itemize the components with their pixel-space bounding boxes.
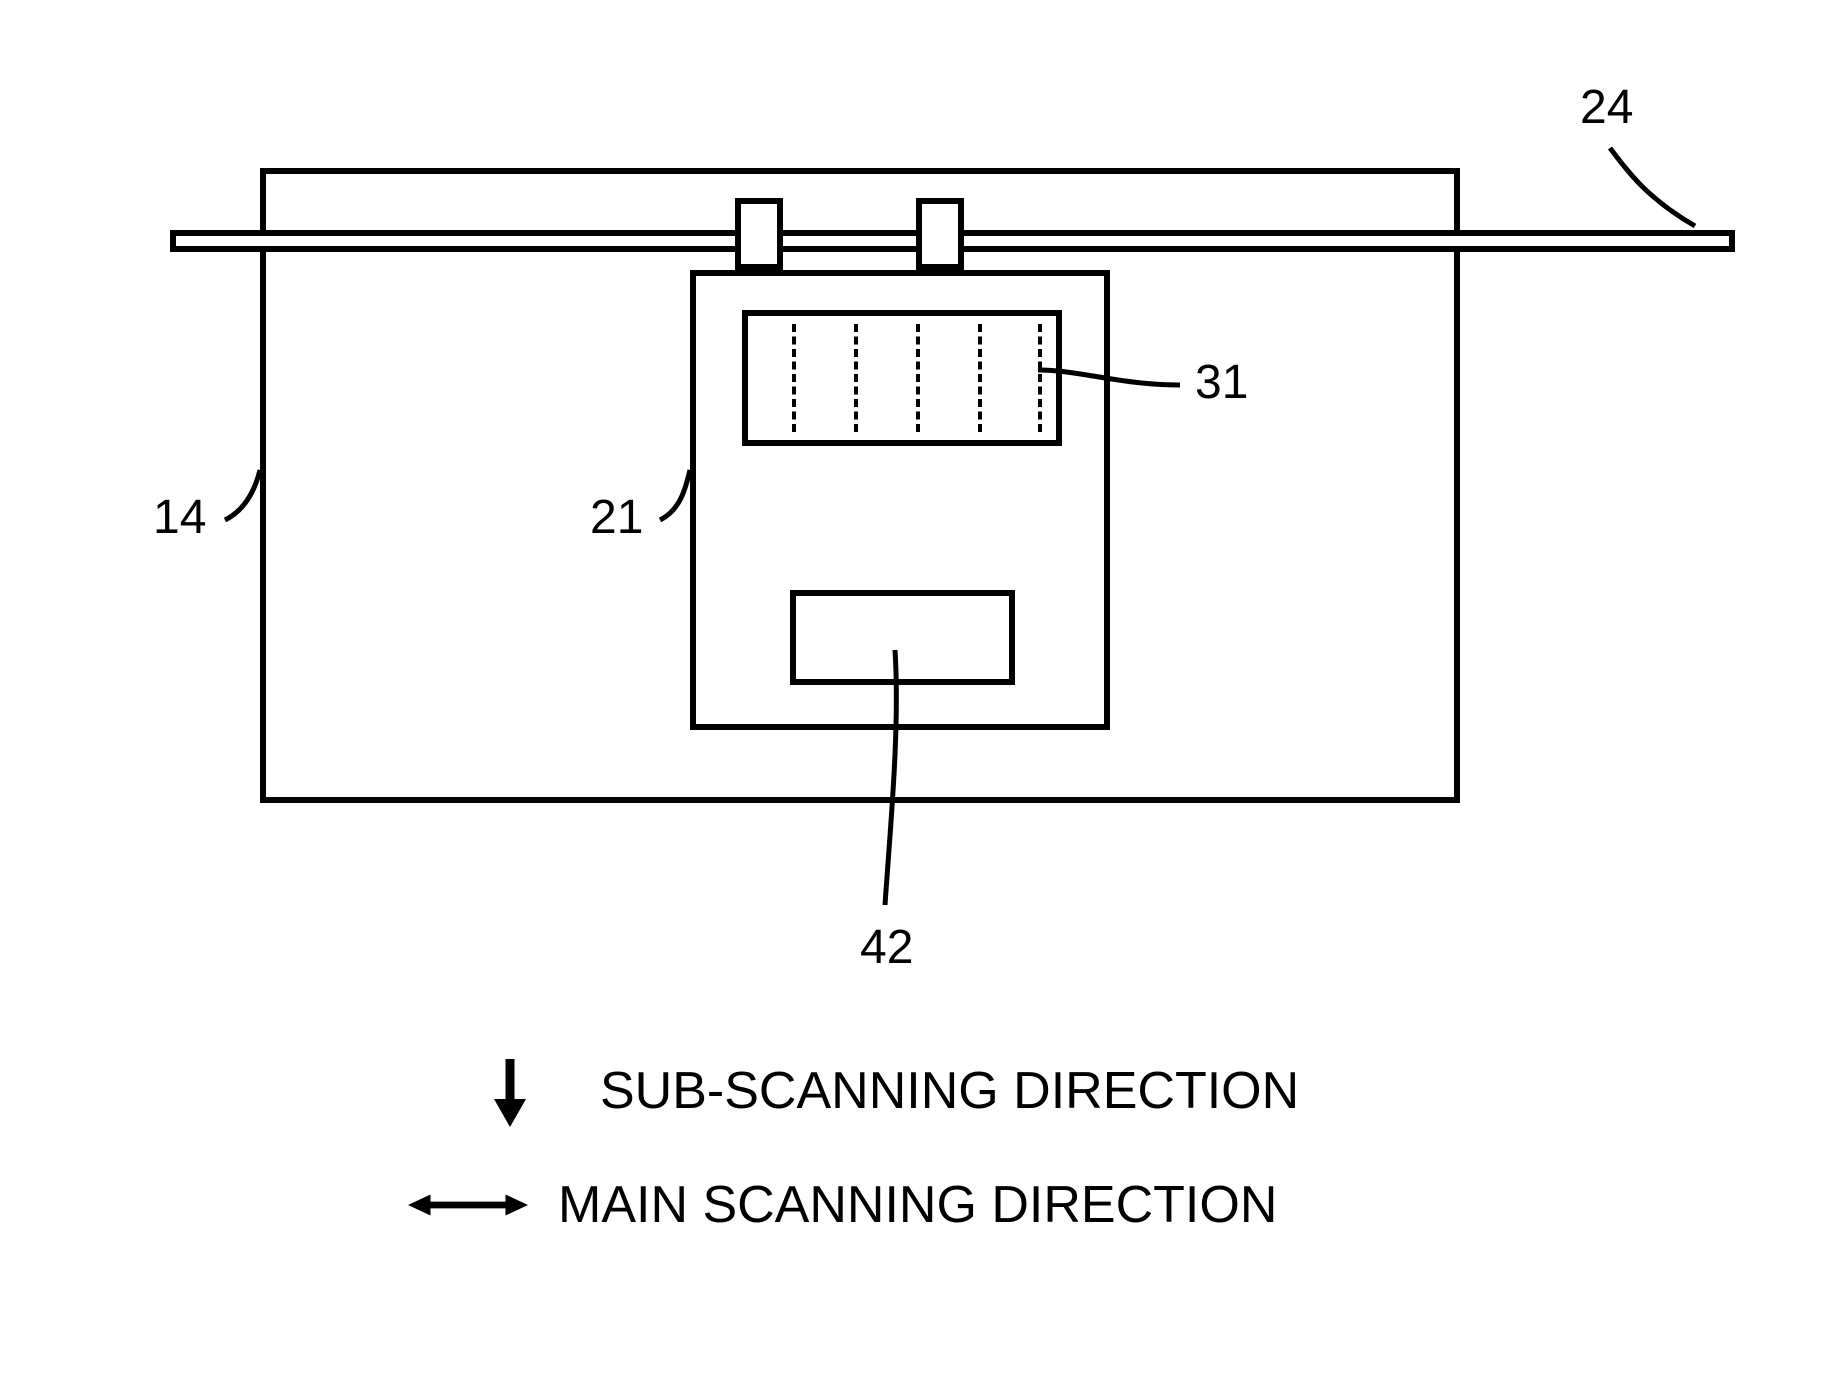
legend-sub-label: SUB-SCANNING DIRECTION — [600, 1061, 1299, 1121]
legend-sub-scanning: SUB-SCANNING DIRECTION — [450, 1055, 1299, 1127]
ref-label-31: 31 — [1195, 355, 1248, 410]
nozzle-dash — [916, 324, 920, 432]
nozzle-dash — [1038, 324, 1042, 432]
nozzle-dash — [978, 324, 982, 432]
double-arrow-icon — [408, 1185, 528, 1225]
print-head-rect — [742, 310, 1062, 446]
legend-main-label: MAIN SCANNING DIRECTION — [558, 1175, 1277, 1235]
sensor-rect — [790, 590, 1015, 685]
ref-label-14: 14 — [153, 490, 206, 545]
ref-label-42: 42 — [860, 920, 913, 975]
down-arrow-icon — [450, 1055, 570, 1127]
nozzle-dash — [854, 324, 858, 432]
diagram-canvas: 24 31 21 14 42 SUB-SCANNING DIRECTION M — [0, 0, 1832, 1383]
ref-label-21: 21 — [590, 490, 643, 545]
ref-label-24: 24 — [1580, 80, 1633, 135]
carriage-bracket-left — [735, 198, 783, 270]
carriage-bracket-right — [916, 198, 964, 270]
nozzle-dash — [792, 324, 796, 432]
legend-main-scanning: MAIN SCANNING DIRECTION — [408, 1175, 1277, 1235]
